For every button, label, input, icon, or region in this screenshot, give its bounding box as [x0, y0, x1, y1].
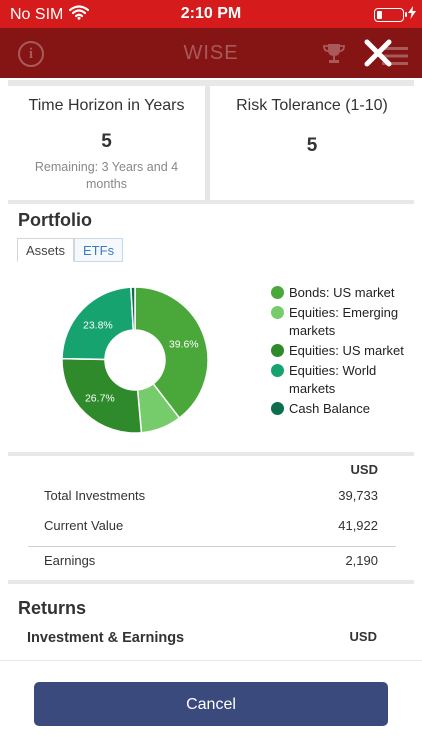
row-label: Total Investments [44, 488, 146, 503]
portfolio-title: Portfolio [18, 210, 92, 230]
tab-etfs[interactable]: ETFs [74, 238, 124, 262]
time-horizon-value: 5 [101, 131, 112, 152]
row-value: 39,733 [338, 488, 378, 503]
earnings-value: 2,190 [345, 553, 378, 568]
legend-swatch [271, 402, 284, 415]
pie-slice [130, 286, 136, 331]
legend-swatch [271, 344, 284, 357]
legend-label: Equities: World markets [289, 363, 377, 396]
pie-slice [61, 357, 143, 434]
legend-label: Bonds: US market [289, 285, 395, 300]
bottom-bar: Cancel [0, 660, 422, 751]
tab-assets[interactable]: Assets [17, 238, 75, 262]
legend-swatch [271, 364, 284, 377]
time-horizon-card: Time Horizon in Years 5 Remaining: 3 Yea… [8, 86, 210, 202]
slice-data-label: 39.6% [169, 338, 199, 350]
earnings-label: Earnings [44, 553, 96, 568]
summary-panel: Time Horizon in Years 5 Remaining: 3 Yea… [8, 86, 414, 202]
risk-tolerance-label: Risk Tolerance (1-10) [236, 97, 388, 114]
chart-legend: Bonds: US market Equities: Emerging marke… [271, 284, 411, 420]
battery-icon [374, 8, 407, 22]
risk-tolerance-value: 5 [306, 135, 318, 156]
time-horizon-label: Time Horizon in Years [28, 97, 185, 114]
returns-subheader: Investment & Earnings [27, 630, 185, 646]
allocation-donut-chart: 39.6% 26.7% 23.8% [61, 286, 209, 434]
info-icon[interactable]: i [18, 41, 44, 67]
slice-data-label: 26.7% [85, 393, 115, 405]
time-horizon-remaining: Remaining: 3 Years and 4 months [34, 160, 179, 191]
nav-bar: i WISE [0, 28, 422, 78]
earnings-row: Earnings 2,190 [44, 553, 378, 568]
legend-label: Cash Balance [289, 401, 370, 416]
legend-label: Equities: Emerging markets [289, 305, 399, 338]
divider [8, 80, 414, 86]
risk-tolerance-card: Risk Tolerance (1-10) 5 [210, 86, 414, 202]
slice-data-label: 23.8% [83, 319, 113, 331]
wifi-icon [69, 5, 90, 25]
portfolio-tabs: Assets ETFs [17, 238, 124, 262]
legend-swatch [271, 286, 284, 299]
row-label: Current Value [44, 518, 124, 533]
table-row: Current Value 41,922 [44, 518, 378, 533]
row-value: 41,922 [338, 518, 378, 533]
charging-icon [408, 6, 416, 24]
pie-slice [61, 286, 135, 361]
status-left: No SIM [10, 5, 90, 25]
legend-label: Equities: US market [289, 343, 404, 358]
legend-item: Equities: US market [271, 342, 411, 360]
legend-item: Bonds: US market [271, 284, 411, 302]
legend-item: Equities: World markets [271, 362, 411, 398]
legend-item: Cash Balance [271, 400, 411, 418]
cancel-button[interactable]: Cancel [34, 682, 388, 726]
legend-item: Equities: Emerging markets [271, 304, 411, 340]
menu-icon[interactable] [382, 46, 408, 71]
legend-swatch [271, 306, 284, 319]
status-bar: No SIM 2:10 PM [0, 0, 422, 28]
table-row: Total Investments 39,733 [44, 488, 378, 503]
carrier-label: No SIM [10, 6, 64, 23]
returns-currency-header: USD [349, 629, 377, 644]
divider [8, 580, 414, 584]
divider [8, 200, 414, 204]
pie-slice [134, 286, 209, 420]
close-icon[interactable] [363, 38, 393, 73]
table-divider [28, 546, 396, 547]
returns-title: Returns [18, 598, 87, 618]
app-title: WISE [183, 42, 239, 64]
currency-header: USD [350, 462, 378, 477]
trophy-icon[interactable] [323, 42, 345, 69]
status-time: 2:10 PM [180, 5, 242, 22]
divider [8, 452, 414, 456]
status-right [374, 6, 416, 24]
